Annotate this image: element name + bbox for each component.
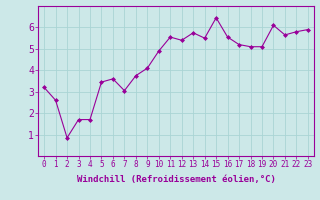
X-axis label: Windchill (Refroidissement éolien,°C): Windchill (Refroidissement éolien,°C) xyxy=(76,175,276,184)
